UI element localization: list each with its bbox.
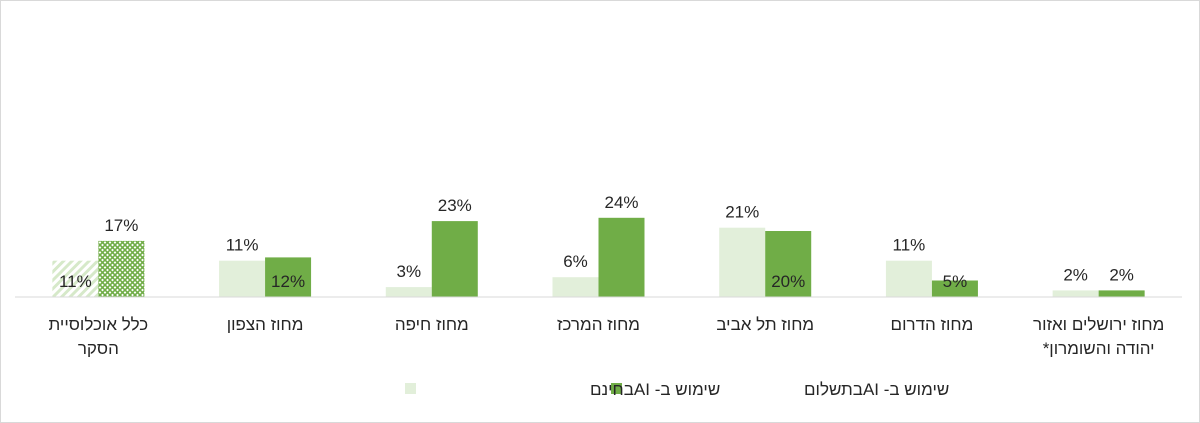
value-label-free-3: 6% [563, 252, 588, 271]
bar-paid-2 [431, 221, 478, 297]
bar-paid-0 [98, 240, 145, 297]
bar-paid-1 [265, 257, 312, 297]
category-label-6-line-1: יהודה והשומרון* [1043, 339, 1155, 358]
value-label-paid-6: 2% [1109, 265, 1134, 284]
category-label-3: מחוז המרכז [557, 315, 640, 334]
value-label-free-5: 11% [893, 236, 926, 255]
legend-label-free: שימוש ב- AIבחינם [590, 380, 720, 399]
value-label-free-6: 2% [1063, 265, 1088, 284]
category-label-1: מחוז הצפון [227, 315, 304, 334]
value-label-paid-2: 23% [438, 196, 472, 215]
value-labels-group: 11% 17% 11% 12% 3% 23% 6% 24% 21% 20% 11% 5% 2% 2% [59, 193, 1134, 291]
bar-free-0 [52, 260, 99, 297]
value-label-paid-3: 24% [604, 193, 638, 212]
bar-paid-5 [931, 280, 978, 297]
value-label-paid-4: 20% [771, 272, 805, 291]
legend-swatch-free [405, 383, 416, 394]
category-label-0: כלל אוכלוסיית [49, 315, 149, 334]
bar-free-2 [385, 287, 432, 297]
value-label-free-1: 11% [226, 236, 259, 255]
value-label-free-4: 21% [725, 203, 759, 222]
category-label-2: מחוז חיפה [395, 315, 469, 334]
value-label-paid-0: 17% [104, 216, 138, 235]
bar-free-5 [885, 260, 932, 297]
category-labels-group: כלל אוכלוסיית הסקר מחוז הצפון מחוז חיפה מחוז… [49, 315, 1165, 358]
bar-paid-6 [1098, 290, 1145, 297]
bars-group [52, 217, 1145, 297]
value-label-free-0: 11% [59, 272, 92, 291]
category-label-0-line-1: הסקר [78, 339, 119, 358]
bar-free-6 [1052, 290, 1099, 297]
category-label-6: מחוז ירושלים ואזור [1033, 315, 1164, 334]
bar-free-4 [719, 227, 766, 297]
legend-swatch-paid [611, 383, 622, 394]
bar-paid-3 [598, 217, 645, 297]
legend-label-paid: שימוש ב- AIבתשלום [804, 380, 949, 399]
bar-free-1 [219, 260, 266, 297]
value-label-paid-5: 5% [943, 272, 968, 291]
bar-free-3 [552, 277, 599, 297]
value-label-free-2: 3% [396, 262, 421, 281]
bar-paid-4 [765, 231, 812, 297]
category-label-4: מחוז תל אביב [716, 315, 814, 334]
legend: שימוש ב- AIבתשלום שימוש ב- AIבחינם [405, 380, 949, 399]
value-label-paid-1: 12% [271, 272, 305, 291]
category-label-5: מחוז הדרום [891, 315, 974, 334]
